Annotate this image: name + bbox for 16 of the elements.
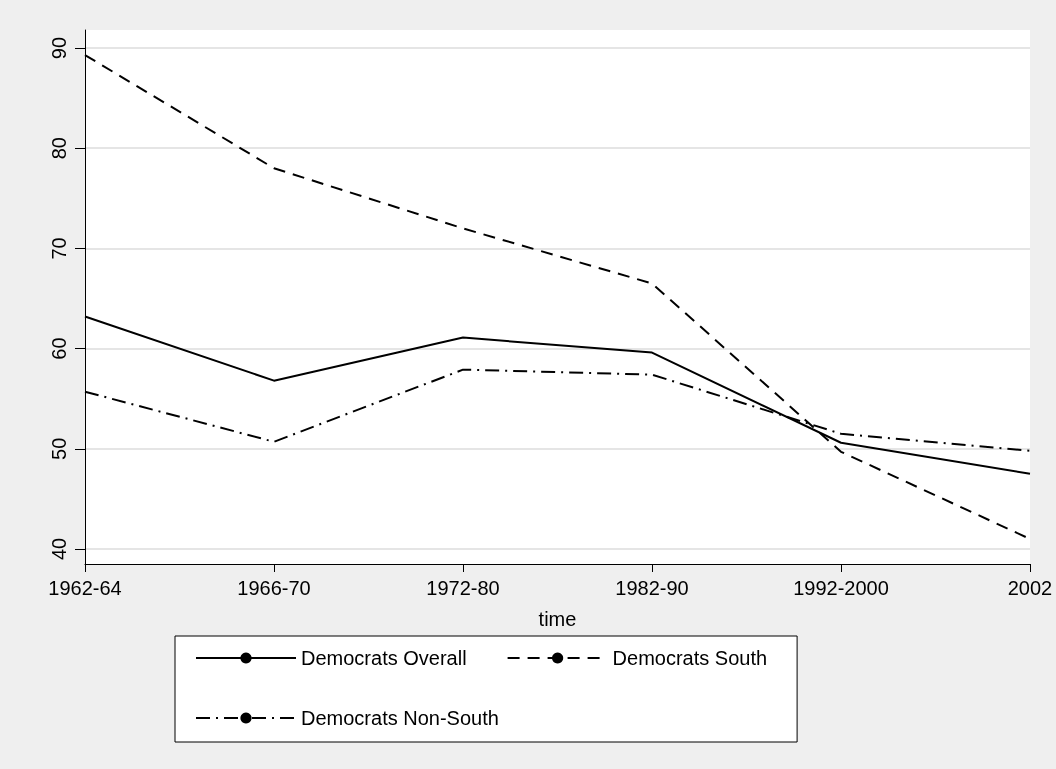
x-tick-label: 1982-90 bbox=[615, 577, 689, 599]
x-tick-label: 1992-2000 bbox=[793, 577, 889, 599]
x-axis-title: time bbox=[538, 608, 577, 630]
legend-label: Democrats Overall bbox=[301, 647, 467, 669]
x-tick-label: 1962-64 bbox=[48, 577, 122, 599]
x-tick-label: 1966-70 bbox=[237, 577, 311, 599]
legend-label: Democrats Non-South bbox=[301, 707, 499, 729]
y-tick-label: 60 bbox=[48, 337, 70, 360]
legend-label: Democrats South bbox=[612, 647, 768, 669]
y-tick-label: 50 bbox=[48, 437, 70, 460]
y-tick-label: 80 bbox=[48, 137, 70, 160]
x-tick-label: 1972-80 bbox=[426, 577, 500, 599]
y-tick-label: 70 bbox=[48, 237, 70, 260]
y-tick-label: 90 bbox=[48, 36, 70, 60]
y-tick-label: 40 bbox=[48, 537, 70, 561]
x-tick-label: 2002 bbox=[1007, 577, 1053, 599]
